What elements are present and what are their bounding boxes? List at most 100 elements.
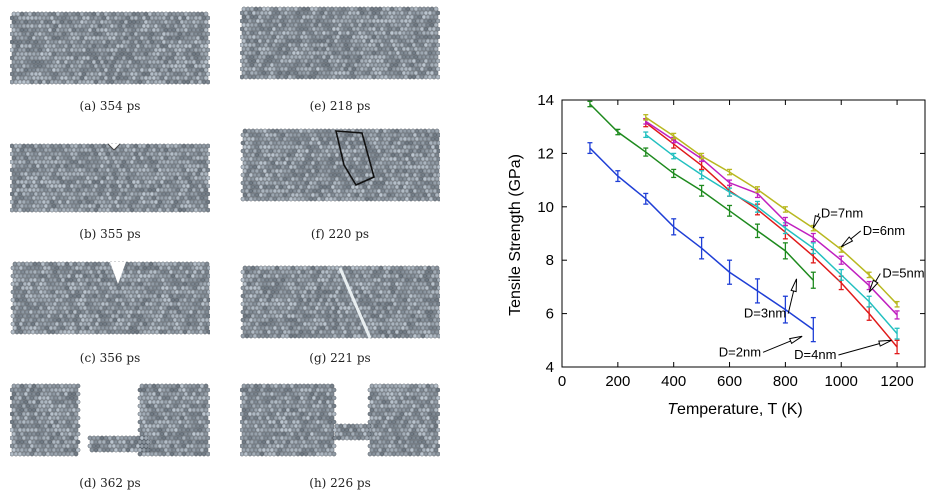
data-point — [615, 170, 621, 183]
caption-c: (c) 356 ps — [79, 351, 141, 365]
caption-d: (d) 362 ps — [79, 476, 141, 490]
snapshot-g — [240, 265, 440, 339]
y-axis-label: Tensile Strength (GPa) — [507, 154, 524, 316]
annotation: D=7nm — [812, 205, 863, 229]
annotation-label: D=7nm — [821, 205, 863, 220]
panel-e — [240, 5, 440, 85]
data-point — [754, 200, 760, 213]
panel-b — [10, 138, 210, 218]
annotation-label: D=6nm — [863, 223, 905, 238]
data-point — [699, 184, 705, 197]
series-D=5nm — [643, 131, 900, 340]
data-point — [782, 242, 788, 260]
y-tick-label: 8 — [546, 252, 554, 269]
series-D=2nm — [587, 142, 816, 343]
data-point — [866, 306, 872, 321]
snapshot-d — [10, 383, 210, 457]
series-line — [645, 122, 898, 348]
x-tick-label: 400 — [661, 373, 686, 390]
data-point — [671, 132, 677, 140]
caption-g: (g) 221 ps — [309, 351, 371, 365]
x-tick-label: 1200 — [880, 373, 913, 390]
y-tick-label: 6 — [546, 306, 554, 323]
data-point — [643, 192, 649, 205]
data-point — [866, 271, 872, 279]
snapshot-a — [10, 11, 210, 85]
data-point — [699, 152, 705, 160]
data-point — [810, 316, 816, 343]
data-point — [643, 147, 649, 157]
data-point — [587, 100, 593, 108]
series-D=3nm — [587, 100, 816, 289]
axes-frame — [561, 99, 926, 368]
series-line — [645, 116, 898, 305]
y-tick-label: 12 — [537, 145, 554, 162]
annotation-label: D=5nm — [882, 266, 924, 281]
annotation-label: D=4nm — [794, 347, 836, 362]
series-line — [645, 134, 898, 335]
snapshot-e — [240, 6, 440, 80]
data-point — [587, 142, 593, 155]
data-point — [727, 259, 733, 285]
panel-h — [240, 382, 440, 462]
data-point — [838, 255, 844, 265]
annotation: D=5nm — [868, 266, 925, 293]
panel-f — [240, 125, 440, 205]
caption-h: (h) 226 ps — [309, 476, 371, 490]
panel-c — [10, 258, 210, 338]
x-tick-label: 0 — [558, 373, 566, 390]
data-point — [671, 168, 677, 179]
caption-a: (a) 354 ps — [79, 99, 141, 113]
data-point — [754, 186, 760, 193]
caption-f: (f) 220 ps — [310, 227, 370, 241]
annotation: D=6nm — [840, 223, 905, 248]
data-point — [671, 218, 677, 236]
x-tick-label: 1000 — [825, 373, 858, 390]
y-tick-label: 10 — [537, 199, 554, 216]
snapshot-b — [10, 143, 210, 213]
data-point — [810, 242, 816, 255]
panel-a — [10, 10, 210, 90]
data-point — [727, 204, 733, 217]
data-point — [727, 187, 733, 197]
y-tick-label: 4 — [546, 359, 554, 376]
data-point — [894, 339, 900, 355]
x-tick-label: 600 — [717, 373, 742, 390]
plot-area: 0 200 400 600 800 1000 1200 4 6 8 10 12 14 D=7nmD=6nm… — [537, 92, 926, 390]
x-tick-label: 200 — [605, 373, 630, 390]
x-tick-label: 800 — [773, 373, 798, 390]
data-point — [810, 232, 816, 243]
data-point — [838, 268, 844, 281]
data-point — [754, 278, 760, 304]
data-point — [782, 206, 788, 213]
series-line — [645, 120, 898, 316]
data-point — [782, 295, 788, 324]
panel-g — [240, 262, 440, 342]
data-point — [699, 170, 705, 180]
data-point — [727, 179, 733, 187]
x-axis-label: Temperature, T (K) — [667, 401, 802, 418]
snapshot-h — [240, 383, 440, 457]
data-point — [727, 168, 733, 176]
data-point — [699, 236, 705, 260]
series-D=7nm — [643, 114, 900, 308]
annotation-label: D=2nm — [719, 344, 761, 359]
data-point — [894, 300, 900, 308]
data-point — [810, 271, 816, 289]
data-point — [615, 128, 621, 136]
data-point — [643, 131, 649, 139]
data-point — [671, 152, 677, 160]
caption-e: (e) 218 ps — [309, 99, 371, 113]
data-point — [782, 216, 788, 227]
data-point — [894, 310, 900, 320]
annotation-label: D=3nm — [744, 306, 786, 321]
snapshot-f — [240, 128, 440, 202]
annotation: D=3nm — [744, 278, 798, 321]
data-point — [699, 160, 705, 171]
data-point — [894, 327, 900, 340]
data-point — [643, 114, 649, 121]
annotation: D=2nm — [719, 335, 803, 359]
snapshot-c — [10, 261, 210, 335]
annotation: D=4nm — [794, 339, 892, 362]
data-point — [754, 223, 760, 239]
